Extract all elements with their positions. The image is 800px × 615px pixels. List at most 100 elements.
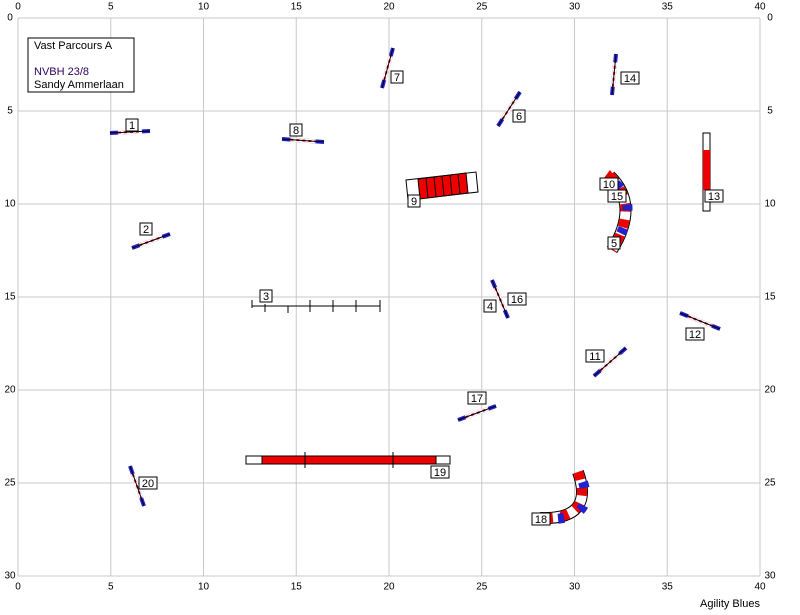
x-tick-label: 40 — [754, 582, 766, 593]
y-tick-label: 20 — [4, 385, 16, 396]
y-tick-label: 5 — [7, 106, 13, 117]
jump-pole — [611, 53, 617, 96]
y-tick-label: 25 — [764, 478, 776, 489]
x-tick-label: 10 — [198, 2, 210, 13]
jump-pole — [457, 405, 497, 421]
jump — [610, 53, 618, 96]
y-tick-label: 20 — [764, 385, 776, 396]
label-box — [585, 349, 605, 363]
label-box — [259, 289, 273, 303]
obstacle-label: 8 — [293, 125, 299, 137]
label-box — [138, 476, 158, 490]
curved-tunnel — [539, 469, 591, 525]
obstacle-label: 9 — [411, 196, 417, 208]
obstacle-label: 2 — [143, 224, 149, 236]
obstacle-label: 11 — [589, 351, 600, 363]
y-tick-label: 10 — [4, 199, 16, 210]
judge: Sandy Ammerlaan — [34, 79, 124, 91]
obstacle-label: 15 — [611, 191, 623, 203]
y-tick-label: 15 — [764, 292, 776, 303]
x-tick-label: 0 — [15, 2, 21, 13]
jump — [679, 311, 721, 331]
y-tick-label: 30 — [4, 571, 16, 582]
jump — [592, 346, 628, 378]
jump — [490, 279, 510, 319]
jump — [109, 129, 151, 135]
obstacle-label: 6 — [516, 111, 522, 123]
x-tick-label: 5 — [108, 2, 114, 13]
label-box — [430, 465, 450, 479]
x-tick-label: 15 — [291, 582, 303, 593]
label-box — [289, 123, 303, 137]
info-box — [27, 37, 135, 93]
obstacle-label: 3 — [263, 291, 269, 303]
jump — [457, 404, 497, 422]
y-tick-label: 0 — [7, 13, 13, 24]
x-tick-label: 30 — [569, 2, 581, 13]
obstacle-label: 1 — [129, 120, 135, 132]
label-box — [125, 118, 139, 132]
x-tick-label: 20 — [383, 2, 395, 13]
x-tick-label: 20 — [383, 582, 395, 593]
obstacle-label: 20 — [142, 478, 154, 490]
label-box — [407, 194, 421, 208]
jump — [131, 232, 171, 250]
obstacle-label: 4 — [487, 301, 493, 313]
label-box — [390, 70, 404, 84]
jump — [496, 90, 522, 128]
obstacle-label: 5 — [611, 238, 617, 250]
label-box — [620, 71, 640, 85]
label-box — [704, 189, 724, 203]
y-tick-label: 5 — [767, 106, 773, 117]
label-box — [512, 109, 526, 123]
x-tick-label: 25 — [476, 2, 488, 13]
label-box — [467, 391, 487, 405]
jump-pole — [381, 47, 394, 89]
wall — [702, 132, 711, 212]
event: NVBH 23/8 — [34, 66, 89, 78]
label-box — [607, 189, 627, 203]
jump-pole — [497, 91, 521, 127]
y-tick-label: 15 — [4, 292, 16, 303]
jump-pole — [109, 130, 151, 134]
jump — [281, 137, 325, 144]
jump-pole — [679, 312, 721, 330]
jump-pole — [129, 465, 145, 507]
x-tick-label: 30 — [569, 582, 581, 593]
course-title: Vast Parcours A — [34, 40, 113, 52]
obstacle-label: 10 — [603, 179, 615, 191]
jump-pole — [131, 233, 171, 249]
tunnel — [245, 452, 451, 468]
label-box — [507, 292, 527, 306]
label-box — [139, 222, 153, 236]
label-box — [607, 236, 621, 250]
y-tick-label: 0 — [767, 13, 773, 24]
fence — [251, 300, 381, 313]
obstacles — [109, 47, 721, 525]
y-tick-label: 30 — [764, 571, 776, 582]
obstacle-label: 13 — [708, 191, 720, 203]
obstacle-label: 7 — [394, 72, 400, 84]
jump-pole — [491, 279, 509, 319]
obstacle-label: 19 — [434, 467, 446, 479]
tunnel — [405, 171, 479, 201]
y-tick-label: 25 — [4, 478, 16, 489]
jump — [380, 47, 395, 89]
y-tick-label: 10 — [764, 199, 776, 210]
x-tick-label: 40 — [754, 2, 766, 13]
label-box — [483, 299, 497, 313]
obstacle-label: 17 — [471, 393, 483, 405]
jump-pole — [281, 138, 325, 143]
obstacle-label: 14 — [624, 73, 636, 85]
footer: Agility Blues — [700, 598, 760, 610]
x-tick-label: 35 — [662, 582, 674, 593]
x-tick-label: 5 — [108, 582, 114, 593]
obstacle-label: 16 — [511, 294, 523, 306]
label-box — [685, 327, 705, 341]
jump-pole — [593, 347, 627, 377]
x-tick-label: 0 — [15, 582, 21, 593]
obstacle-label: 12 — [689, 329, 701, 341]
